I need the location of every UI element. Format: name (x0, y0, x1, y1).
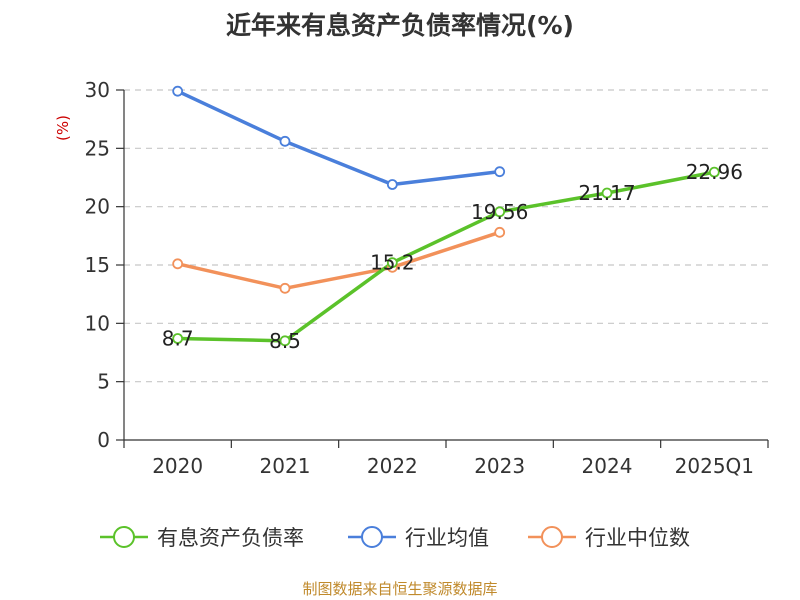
data-point (494, 226, 506, 238)
legend-item[interactable]: 有息资产负债率 (100, 526, 304, 550)
grid-lines (124, 89, 768, 383)
data-label: 19.56 (471, 200, 528, 224)
axes: 0 5 10 15 20 25 30 2020 2021 2022 2023 2024 2025Q1 (%… (54, 78, 769, 478)
chart-title: 近年来有息资产负债率情况(%) (226, 11, 574, 40)
source-note: 制图数据来自恒生聚源数据库 (302, 580, 498, 598)
data-point (494, 166, 506, 178)
data-point (386, 257, 398, 269)
series-line (176, 89, 500, 187)
data-point (708, 166, 720, 178)
legend-marker (541, 526, 563, 548)
x-tick-label: 2021 (260, 454, 311, 478)
y-tick-label: 20 (85, 195, 110, 219)
y-axis-label: (%) (54, 115, 72, 141)
data-point (279, 335, 291, 347)
series-lines (176, 89, 715, 343)
legend-item[interactable]: 行业中位数 (528, 526, 690, 550)
legend-marker (113, 526, 135, 548)
x-tick-label: 2020 (152, 454, 203, 478)
y-tick-label: 15 (85, 253, 110, 277)
legend-marker (361, 526, 383, 548)
data-label: 15.2 (370, 251, 415, 275)
data-label: 8.7 (162, 327, 194, 351)
y-tick-label: 0 (97, 428, 110, 452)
series-line (177, 230, 501, 291)
data-label: 21.17 (578, 181, 635, 205)
data-points (172, 85, 720, 347)
y-tick-label: 5 (97, 370, 110, 394)
data-point (172, 258, 184, 270)
data-labels: 8.7 8.5 15.2 19.56 21.17 22.96 (162, 160, 743, 353)
data-point (494, 206, 506, 218)
data-label: 22.96 (686, 160, 743, 184)
legend-label: 行业均值 (405, 526, 489, 550)
legend-label: 行业中位数 (585, 526, 690, 550)
y-tick-label: 10 (85, 311, 110, 335)
data-point (172, 333, 184, 344)
legend-label: 有息资产负债率 (157, 526, 304, 550)
data-label: 8.5 (269, 329, 301, 353)
legend-item[interactable]: 行业均值 (348, 526, 489, 550)
x-tick-label: 2024 (582, 454, 633, 478)
y-tick-label: 30 (85, 78, 110, 102)
x-tick-label: 2022 (367, 454, 418, 478)
data-point (172, 85, 184, 97)
series-line (177, 170, 715, 343)
y-tick-label: 25 (85, 136, 110, 160)
x-tick-label: 2023 (474, 454, 525, 478)
data-point (601, 187, 613, 199)
data-point (279, 282, 291, 294)
legend: 有息资产负债率 行业均值 行业中位数 (100, 526, 690, 550)
data-point (279, 135, 291, 147)
x-tick-label: 2025Q1 (675, 454, 754, 478)
data-point (386, 179, 398, 190)
